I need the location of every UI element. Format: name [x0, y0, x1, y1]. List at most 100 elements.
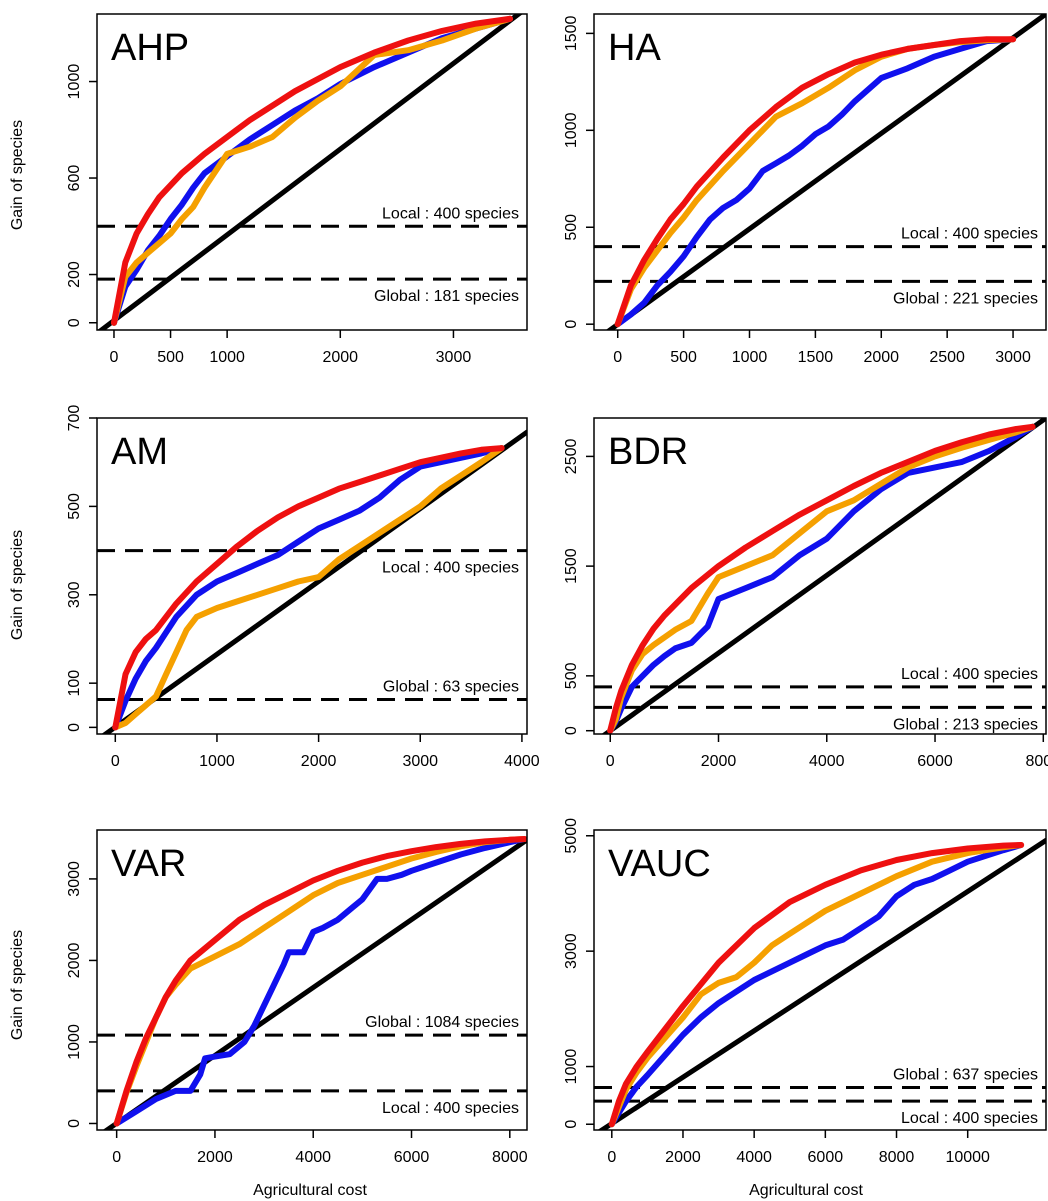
series-line-red: [614, 36, 1017, 328]
threshold-label: Global : 637 species: [893, 1066, 1038, 1083]
panel-title: BDR: [608, 431, 688, 473]
y-tick-label: 3000: [66, 861, 83, 897]
panel-title: HA: [608, 27, 661, 69]
y-tick-label: 1000: [66, 1024, 83, 1060]
y-tick-label: 300: [66, 581, 83, 608]
threshold-label: Global : 181 species: [374, 288, 519, 305]
threshold-label: Local : 400 species: [382, 205, 519, 222]
series-line-black: [102, 837, 527, 1130]
x-tick-label: 0: [613, 349, 622, 366]
threshold-label: Local : 400 species: [901, 666, 1038, 683]
y-tick-label: 5000: [563, 818, 580, 854]
series-line-red: [112, 445, 505, 731]
panel-title: VAUC: [608, 843, 711, 885]
panel-title: AM: [111, 431, 168, 473]
threshold-label: Local : 400 species: [901, 226, 1038, 243]
x-axis-label: Agricultural cost: [253, 1182, 367, 1199]
plot-area: [594, 14, 1046, 330]
x-tick-label: 0: [606, 753, 615, 770]
panel-var: Global : 1084 species Local : 400 species…: [66, 829, 528, 1166]
y-tick-label: 0: [66, 723, 83, 732]
x-tick-label: 8000: [879, 1149, 915, 1166]
x-tick-label: 8000: [1025, 753, 1048, 770]
threshold-label: Global : 1084 species: [365, 1014, 519, 1031]
x-axis-label: Agricultural cost: [749, 1182, 863, 1199]
x-tick-label: 4000: [504, 753, 540, 770]
x-tick-label: 0: [112, 1149, 121, 1166]
y-tick-label: 200: [66, 261, 83, 288]
threshold-label: Global : 63 species: [383, 679, 519, 696]
x-tick-label: 2000: [665, 1149, 701, 1166]
y-tick-label: 0: [563, 320, 580, 329]
y-tick-label: 0: [563, 726, 580, 735]
x-tick-label: 0: [110, 349, 119, 366]
panel-bdr: Local : 400 species Global : 213 species 0…: [563, 417, 1048, 770]
y-tick-label: 1000: [66, 64, 83, 100]
y-tick-label: 500: [563, 662, 580, 689]
y-tick-label: 3000: [563, 933, 580, 969]
x-tick-label: 1000: [732, 349, 768, 366]
y-tick-label: 600: [66, 165, 83, 192]
panel-title: VAR: [111, 843, 186, 885]
series-line-black: [605, 14, 1046, 330]
series-line-black: [101, 429, 527, 734]
plot-area: [97, 429, 527, 734]
x-tick-label: 1000: [199, 753, 235, 770]
threshold-label: Global : 213 species: [893, 716, 1038, 733]
panel-ahp: Local : 400 species Global : 181 species 0…: [66, 13, 528, 366]
x-tick-label: 2500: [929, 349, 965, 366]
x-tick-label: 4000: [809, 753, 845, 770]
y-tick-label: 1500: [563, 548, 580, 584]
y-axis-label: Gain of species: [9, 120, 26, 230]
y-axis-label: Gain of species: [9, 930, 26, 1040]
plot-frame: [96, 417, 528, 735]
panel-ha: Local : 400 species Global : 221 species 0…: [563, 13, 1047, 366]
y-tick-label: 100: [66, 670, 83, 697]
y-tick-label: 2500: [563, 439, 580, 475]
x-tick-label: 2000: [322, 349, 358, 366]
series-line-blue: [614, 36, 1017, 328]
series-line-black: [601, 418, 1046, 734]
series-line-orange: [608, 842, 1025, 1128]
x-tick-label: 4000: [736, 1149, 772, 1166]
x-tick-label: 4000: [295, 1149, 331, 1166]
series-line-black: [597, 837, 1046, 1130]
series-line-blue: [112, 445, 505, 731]
x-tick-label: 2000: [863, 349, 899, 366]
threshold-label: Global : 221 species: [893, 290, 1038, 307]
x-tick-label: 8000: [492, 1149, 528, 1166]
x-tick-label: 3000: [402, 753, 438, 770]
plot-area: [594, 837, 1046, 1130]
plot-area: [97, 14, 527, 330]
x-tick-label: 500: [670, 349, 697, 366]
y-tick-label: 0: [66, 318, 83, 327]
panel-title: AHP: [111, 27, 189, 69]
plot-area: [97, 836, 527, 1130]
x-tick-label: 6000: [808, 1149, 844, 1166]
x-tick-label: 6000: [917, 753, 953, 770]
y-tick-label: 1500: [563, 15, 580, 51]
series-line-black: [97, 14, 523, 330]
x-tick-label: 2000: [197, 1149, 233, 1166]
x-tick-label: 2000: [701, 753, 737, 770]
series-line-orange: [111, 15, 513, 326]
plot-frame: [96, 829, 528, 1131]
threshold-label: Local : 400 species: [382, 1100, 519, 1117]
x-tick-label: 1000: [209, 349, 245, 366]
plot-frame: [593, 829, 1047, 1131]
panel-vauc: Global : 637 species Local : 400 species 0…: [563, 818, 1047, 1166]
series-line-red: [111, 15, 513, 326]
x-tick-label: 3000: [995, 349, 1031, 366]
x-tick-label: 0: [111, 753, 120, 770]
x-tick-label: 0: [607, 1149, 616, 1166]
plot-frame: [593, 13, 1047, 331]
plot-frame: [593, 417, 1047, 735]
x-tick-label: 3000: [436, 349, 472, 366]
y-tick-label: 0: [563, 1120, 580, 1129]
panel-am: Local : 400 species Global : 63 species 0 1…: [66, 405, 540, 770]
series-line-blue: [113, 836, 527, 1127]
y-tick-label: 0: [66, 1119, 83, 1128]
x-tick-label: 1500: [798, 349, 834, 366]
threshold-label: Local : 400 species: [901, 1110, 1038, 1127]
